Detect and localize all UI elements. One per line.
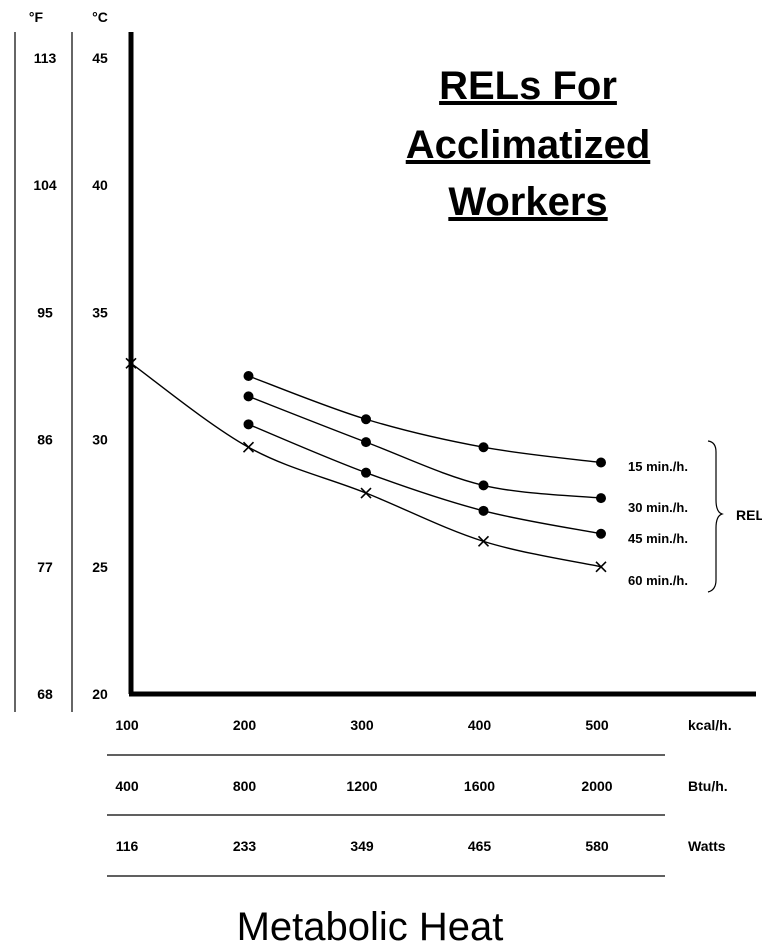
data-point	[243, 419, 254, 430]
data-point	[478, 442, 489, 453]
y-tick-fahrenheit: 68	[37, 686, 53, 702]
series-line	[130, 362, 602, 568]
rel-bracket	[707, 440, 724, 593]
data-point	[361, 414, 371, 425]
x-tick-label: 800	[233, 778, 257, 794]
data-point	[596, 528, 606, 539]
x-tick-label: 116	[116, 838, 139, 854]
y-tick-fahrenheit: 86	[37, 432, 53, 448]
fahrenheit-unit-label: °F	[29, 9, 44, 25]
chart-title-line-1: RELs For	[439, 64, 617, 108]
x-tick-label: 1600	[464, 778, 495, 794]
y-tick-labels: 45 113 40 104 35 95 30 86 25 77 20 68	[33, 50, 108, 702]
y-tick-fahrenheit: 113	[34, 50, 57, 66]
series-label: 15 min./h.	[628, 459, 688, 474]
data-point	[243, 371, 254, 381]
y-tick-celsius: 35	[92, 304, 108, 320]
x-tick-label: 465	[468, 838, 492, 854]
data-point	[478, 505, 489, 516]
y-tick-celsius: 20	[92, 686, 108, 702]
x-tick-label: 349	[350, 838, 374, 854]
x-scale-unit-label: Watts	[688, 838, 726, 854]
y-tick-celsius: 40	[92, 177, 108, 193]
data-point	[596, 493, 606, 504]
data-point-x-marker	[595, 561, 607, 573]
data-point-x-marker	[360, 487, 372, 499]
y-tick-celsius: 30	[92, 432, 108, 448]
data-point-x-marker	[125, 357, 137, 369]
series-line	[248, 395, 602, 499]
data-point	[596, 457, 606, 468]
series-line	[248, 375, 602, 464]
x-tick-label: 400	[468, 717, 492, 733]
data-point	[361, 437, 371, 448]
celsius-unit-label: °C	[92, 9, 108, 25]
x-tick-label: 233	[233, 838, 257, 854]
x-tick-label: 580	[585, 838, 609, 854]
x-scale-unit-label: kcal/h.	[688, 717, 732, 733]
x-scale-rows: 100 200 300 400 500 kcal/h. 400 800 1200 1600 2000…	[115, 717, 731, 854]
x-tick-label: 1200	[346, 778, 377, 794]
chart-title-line-2: Acclimatized	[406, 123, 651, 167]
series-label: 60 min./h.	[628, 573, 688, 588]
y-tick-fahrenheit: 95	[37, 304, 53, 320]
chart-title-line-3: Workers	[448, 180, 607, 224]
x-tick-label: 100	[115, 717, 139, 733]
data-point-x-marker	[477, 535, 490, 547]
data-point-x-marker	[242, 441, 255, 453]
y-tick-fahrenheit: 77	[37, 559, 53, 575]
x-axis-title: Metabolic Heat	[237, 905, 504, 949]
data-point	[478, 480, 489, 491]
x-tick-label: 500	[585, 717, 609, 733]
rel-bracket-label: REL	[736, 507, 762, 523]
data-point	[243, 391, 254, 402]
y-tick-fahrenheit: 104	[33, 177, 57, 193]
y-tick-celsius: 45	[92, 50, 108, 66]
series-group: 15 min./h. 30 min./h. 45 min./h. 60 min./h.	[125, 357, 688, 588]
series-label: 30 min./h.	[628, 500, 688, 515]
x-tick-label: 200	[233, 717, 257, 733]
x-scale-unit-label: Btu/h.	[688, 778, 728, 794]
x-tick-label: 400	[115, 778, 139, 794]
data-point	[361, 467, 371, 478]
series-label: 45 min./h.	[628, 531, 688, 546]
series-line	[248, 423, 602, 535]
x-tick-label: 2000	[581, 778, 612, 794]
x-tick-label: 300	[350, 717, 374, 733]
y-tick-celsius: 25	[92, 559, 108, 575]
